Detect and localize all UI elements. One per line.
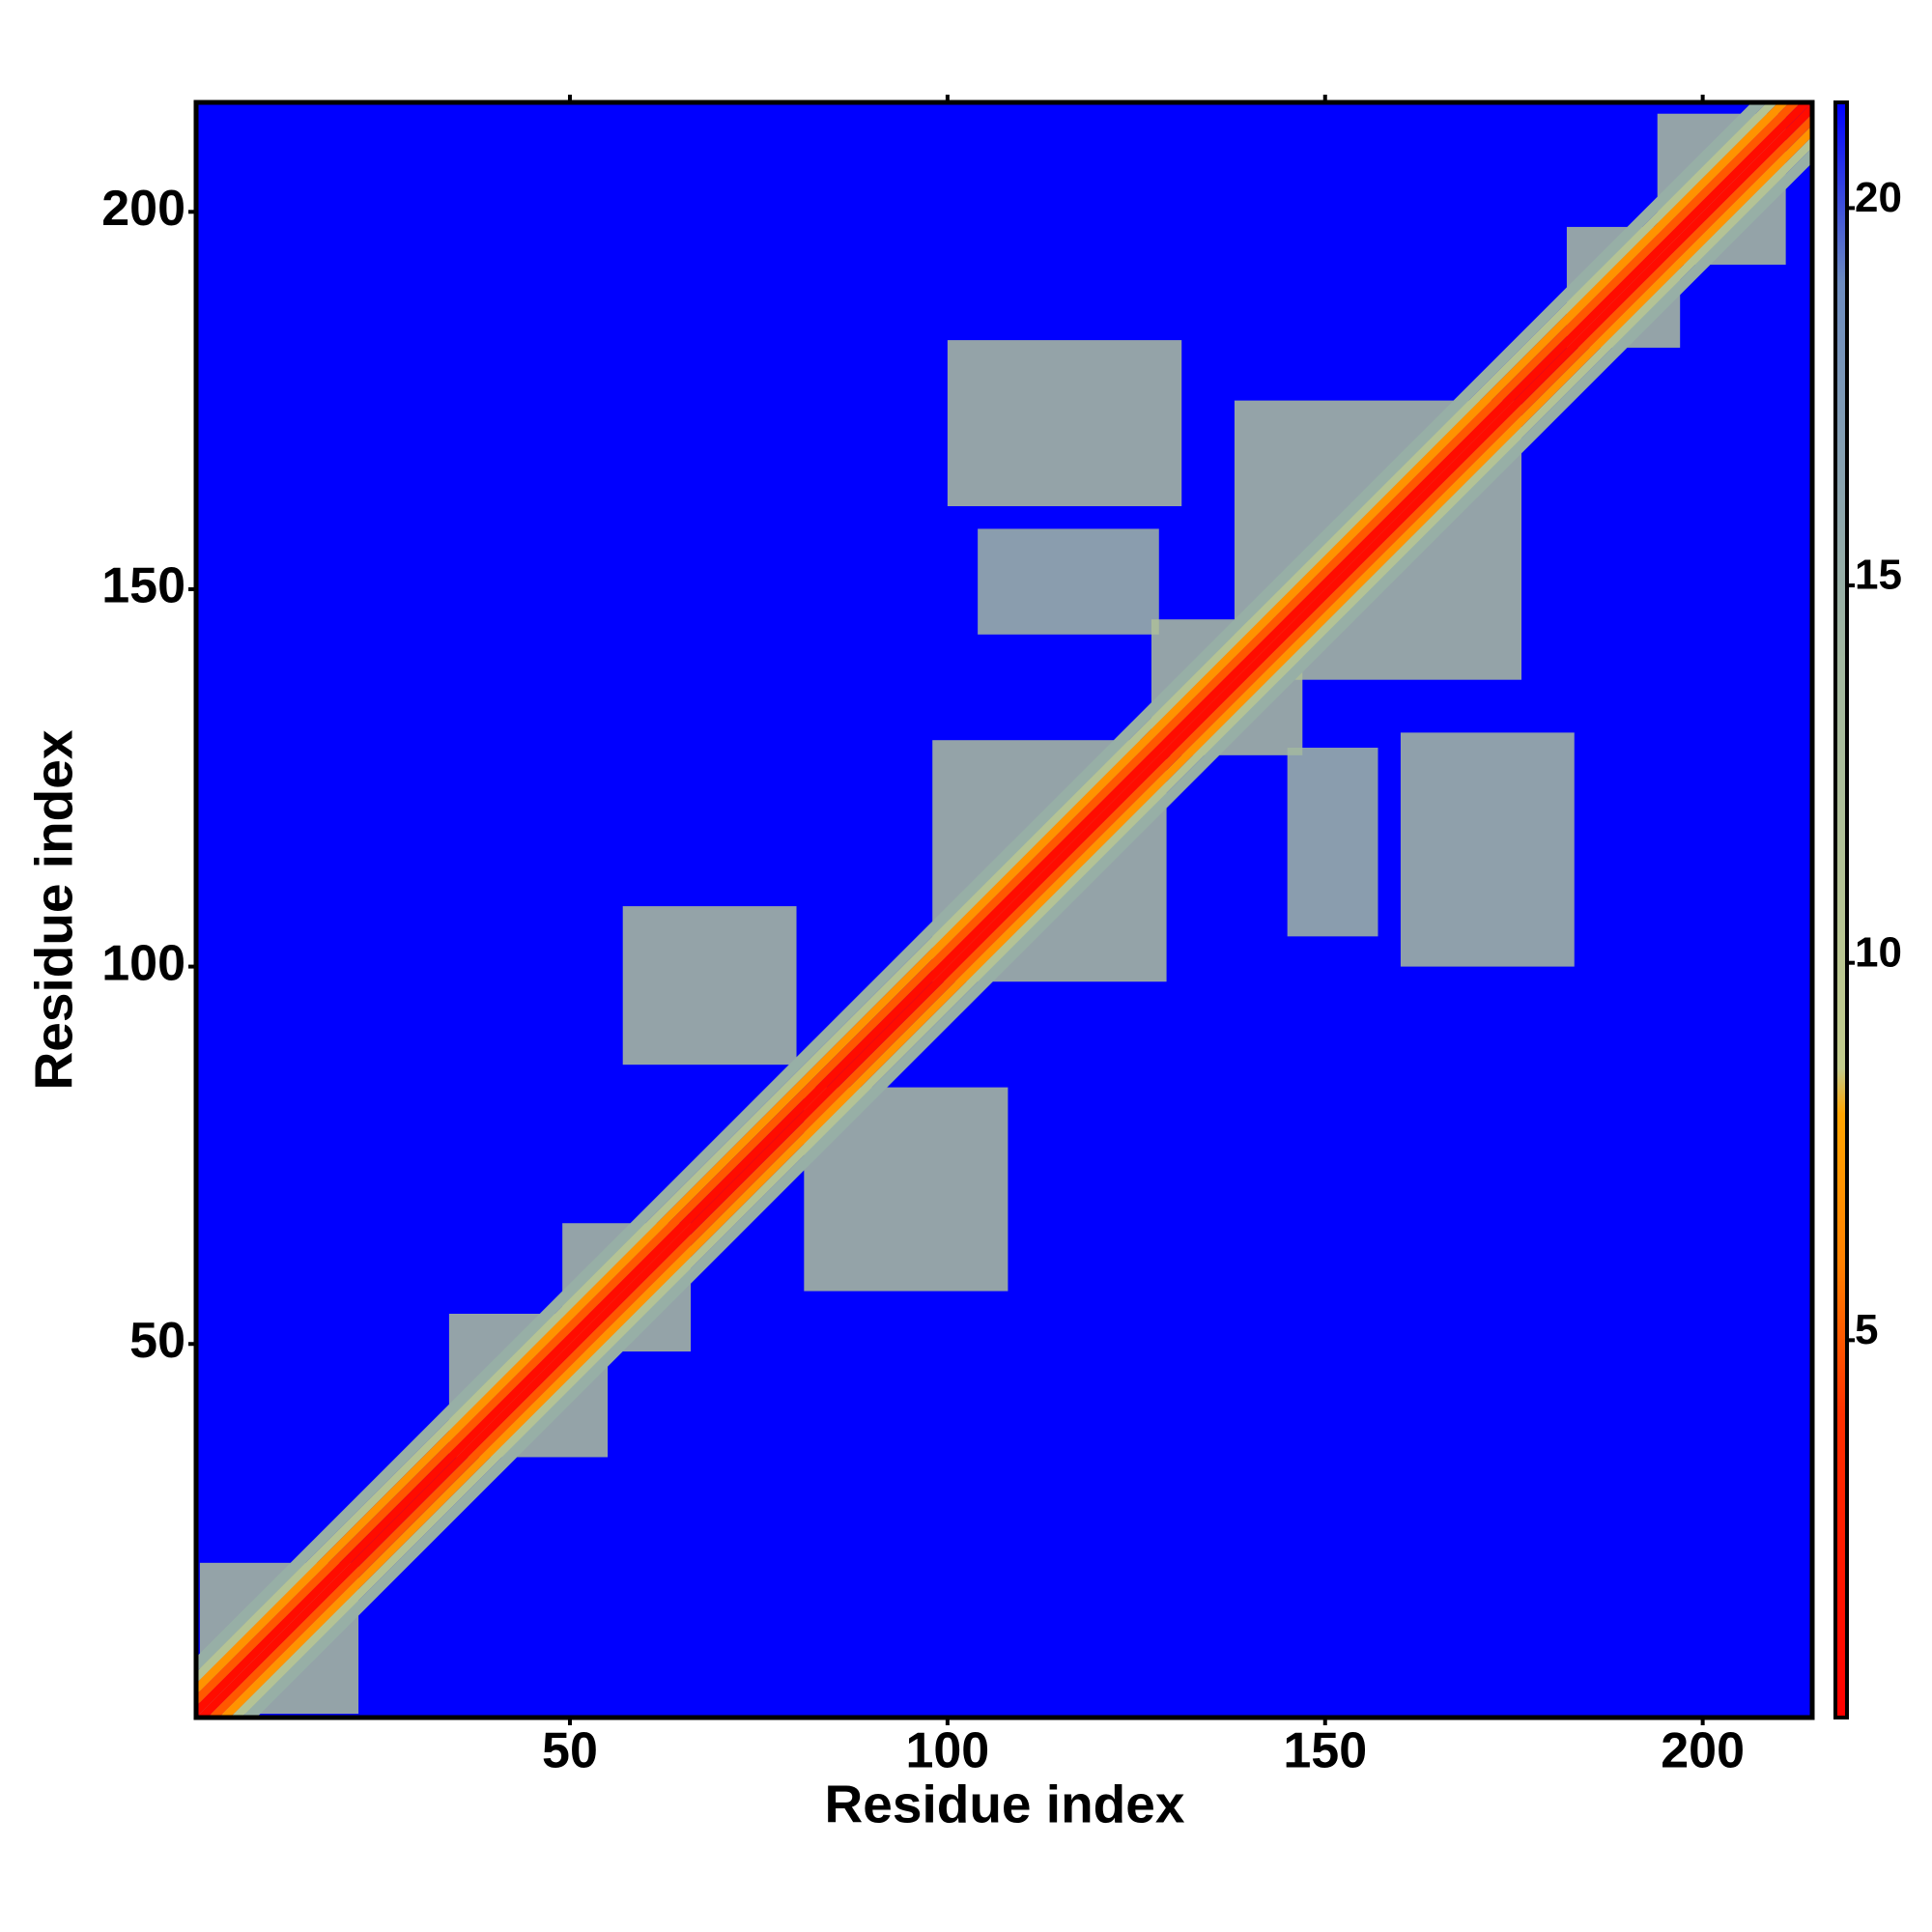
x-tick-label: 150: [1283, 1723, 1367, 1779]
x-tick-label: 200: [1661, 1723, 1745, 1779]
diagonal-band: [207, 113, 1812, 1718]
contact-patch: [1287, 748, 1378, 937]
colorbar-tick-label: 10: [1855, 928, 1902, 976]
y-tick-label: 50: [129, 1313, 185, 1369]
diagonal-band: [196, 102, 1812, 1718]
colorbar-tick-label: 20: [1855, 174, 1902, 221]
x-tick-label: 50: [542, 1723, 598, 1779]
x-tick-label: 100: [905, 1723, 989, 1779]
colorbar: [1833, 100, 1849, 1719]
x-axis-label: Residue index: [825, 1775, 1185, 1834]
contact-patch: [947, 340, 1182, 506]
diagonal-band: [196, 102, 1812, 1718]
y-axis-label: Residue index: [24, 729, 84, 1090]
contact-patch: [1400, 732, 1575, 967]
colorbar-tick-label: 15: [1855, 552, 1902, 599]
y-tick-label: 100: [101, 935, 185, 991]
colorbar-tick-label: 5: [1855, 1306, 1878, 1353]
y-tick-label: 150: [101, 558, 185, 614]
contact-patch: [622, 906, 797, 1065]
y-tick-label: 200: [101, 181, 185, 237]
plot-frame: [193, 99, 1815, 1720]
contact-patch: [978, 528, 1159, 635]
plot-area: [196, 102, 1812, 1718]
